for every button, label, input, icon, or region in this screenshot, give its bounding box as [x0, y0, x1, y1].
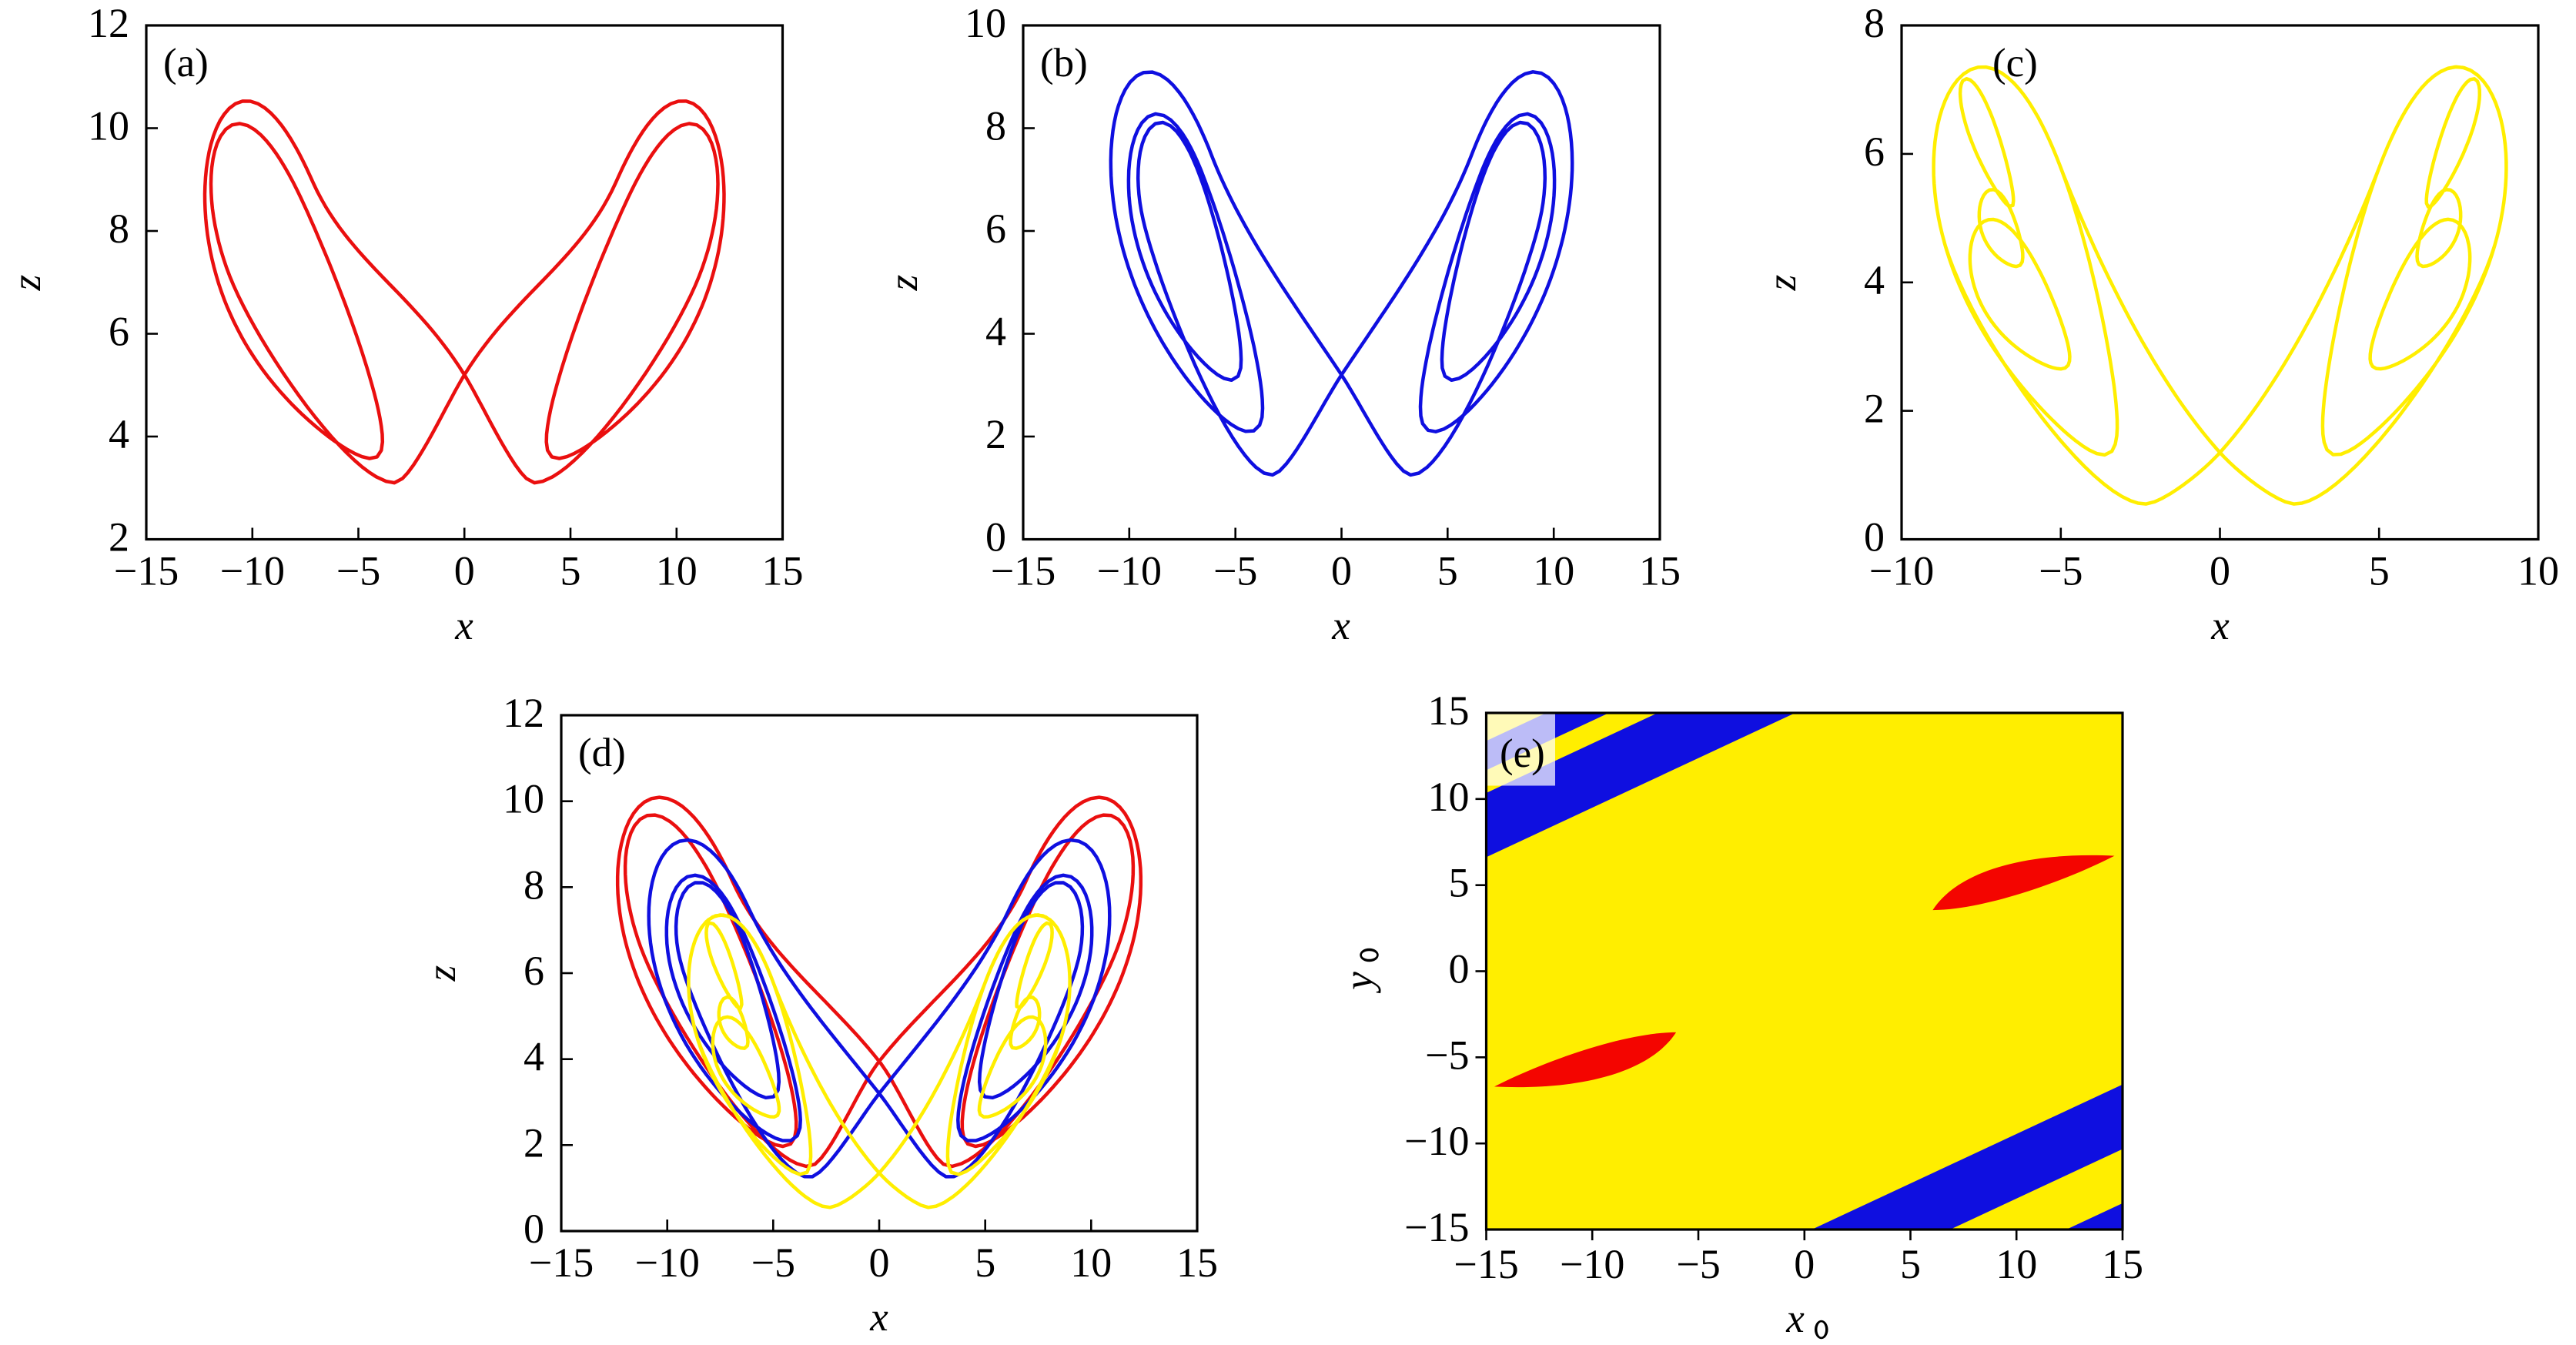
- svg-text:x: x: [454, 604, 473, 648]
- svg-text:8: 8: [109, 206, 129, 252]
- svg-text:−15: −15: [529, 1240, 594, 1286]
- svg-text:0: 0: [1794, 1241, 1815, 1287]
- svg-text:12: 12: [503, 690, 544, 736]
- svg-text:x: x: [1785, 1296, 1805, 1341]
- svg-text:−5: −5: [1676, 1241, 1720, 1287]
- svg-text:2: 2: [1864, 386, 1885, 432]
- svg-text:15: 15: [762, 548, 804, 594]
- svg-text:15: 15: [1176, 1240, 1218, 1286]
- svg-text:−10: −10: [634, 1240, 699, 1286]
- svg-text:6: 6: [985, 206, 1006, 252]
- svg-text:−10: −10: [220, 548, 285, 594]
- svg-text:8: 8: [985, 103, 1006, 149]
- svg-text:15: 15: [2102, 1241, 2143, 1287]
- svg-text:5: 5: [1449, 860, 1470, 906]
- svg-text:x: x: [869, 1295, 888, 1340]
- svg-text:10: 10: [656, 548, 698, 594]
- svg-text:(c): (c): [1992, 41, 2038, 85]
- svg-text:(a): (a): [163, 41, 209, 85]
- svg-text:z: z: [5, 275, 49, 292]
- svg-text:10: 10: [1070, 1240, 1112, 1286]
- svg-text:−10: −10: [1097, 548, 1162, 594]
- svg-text:10: 10: [1533, 548, 1574, 594]
- svg-text:2: 2: [524, 1119, 544, 1166]
- svg-text:y: y: [1337, 972, 1381, 994]
- svg-text:4: 4: [109, 411, 129, 457]
- svg-text:z: z: [1760, 275, 1805, 292]
- svg-text:−5: −5: [1213, 548, 1257, 594]
- svg-text:15: 15: [1428, 688, 1470, 734]
- svg-text:−10: −10: [1869, 548, 1934, 594]
- svg-text:0: 0: [524, 1206, 544, 1252]
- svg-text:10: 10: [1996, 1241, 2037, 1287]
- svg-text:x: x: [2210, 604, 2230, 648]
- svg-text:0: 0: [985, 514, 1006, 560]
- svg-text:15: 15: [1639, 548, 1681, 594]
- svg-text:5: 5: [1437, 548, 1458, 594]
- svg-text:(b): (b): [1040, 41, 1088, 85]
- svg-text:0: 0: [1449, 946, 1470, 992]
- svg-text:8: 8: [1864, 0, 1885, 46]
- svg-text:−10: −10: [1560, 1241, 1624, 1287]
- svg-text:0: 0: [1331, 548, 1352, 594]
- svg-text:5: 5: [975, 1240, 995, 1286]
- svg-text:−5: −5: [1425, 1032, 1469, 1078]
- svg-text:10: 10: [965, 0, 1006, 46]
- svg-text:4: 4: [524, 1034, 544, 1080]
- svg-text:10: 10: [2517, 548, 2559, 594]
- svg-text:−15: −15: [114, 548, 179, 594]
- svg-text:6: 6: [524, 948, 544, 994]
- svg-text:z: z: [882, 275, 926, 292]
- svg-text:5: 5: [2369, 548, 2390, 594]
- svg-text:−5: −5: [751, 1240, 795, 1286]
- svg-text:2: 2: [985, 411, 1006, 457]
- svg-text:10: 10: [88, 103, 129, 149]
- svg-text:−15: −15: [1404, 1204, 1469, 1250]
- svg-text:10: 10: [503, 776, 544, 822]
- svg-text:−15: −15: [1454, 1241, 1518, 1287]
- svg-text:10: 10: [1428, 774, 1470, 820]
- svg-text:x: x: [1331, 604, 1350, 648]
- svg-text:8: 8: [524, 862, 544, 908]
- svg-text:0: 0: [1864, 514, 1885, 560]
- svg-text:−10: −10: [1404, 1118, 1469, 1164]
- svg-text:6: 6: [109, 309, 129, 355]
- svg-text:5: 5: [560, 548, 581, 594]
- svg-text:4: 4: [1864, 257, 1885, 303]
- svg-text:5: 5: [1900, 1241, 1921, 1287]
- svg-text:−5: −5: [336, 548, 380, 594]
- svg-text:−5: −5: [2039, 548, 2083, 594]
- svg-text:6: 6: [1864, 129, 1885, 175]
- svg-text:0: 0: [2210, 548, 2230, 594]
- svg-text:(d): (d): [578, 731, 626, 775]
- svg-text:−15: −15: [991, 548, 1055, 594]
- svg-text:2: 2: [109, 514, 129, 560]
- svg-text:0: 0: [454, 548, 475, 594]
- svg-text:12: 12: [88, 0, 129, 46]
- svg-text:z: z: [420, 965, 464, 982]
- svg-text:4: 4: [985, 309, 1006, 355]
- svg-text:0: 0: [869, 1240, 890, 1286]
- svg-text:(e): (e): [1500, 731, 1545, 776]
